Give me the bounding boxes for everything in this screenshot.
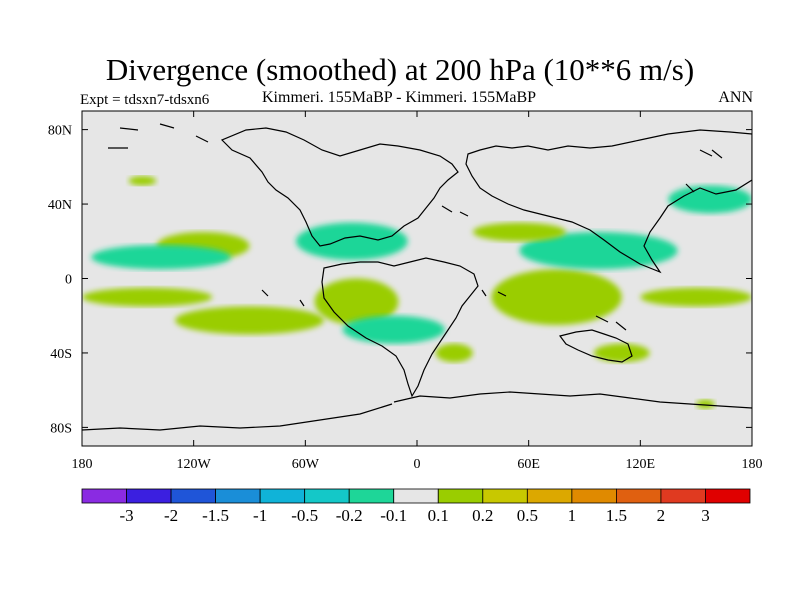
colorbar-swatch — [81, 488, 127, 504]
colorbar-swatch — [348, 488, 395, 504]
colorbar-swatch — [170, 488, 216, 504]
region-4-level-0.2 — [175, 306, 324, 335]
coastline-australia — [558, 329, 633, 363]
experiment-label: Expt = tdsxn7-tdsxn6 — [80, 92, 210, 108]
colorbar-label: -2 — [164, 506, 178, 525]
colorbar-label: -0.5 — [291, 506, 318, 525]
region-0-level-0.2 — [128, 176, 157, 186]
colorbar-label: -1.5 — [202, 506, 229, 525]
colorbar: -3 -2 -1.5 -1 -0.5 -0.2 -0.1 0.1 0.2 0.5 1 1.5 2 3 — [81, 488, 751, 525]
y-tick-label: 40N — [48, 198, 72, 213]
y-tick-label: 0 — [65, 273, 72, 288]
x-tick-label: 60E — [517, 457, 540, 472]
x-tick-label: 60W — [292, 457, 320, 472]
region-12-level-0.2 — [472, 222, 566, 242]
chart-title: Divergence (smoothed) at 200 hPa (10**6 … — [105, 52, 695, 87]
colorbar-label: -3 — [119, 506, 133, 525]
season-label: ANN — [718, 89, 753, 106]
coastline-islands — [108, 123, 723, 331]
region-5-level--0.1 — [296, 222, 408, 260]
colorbar-swatch — [126, 488, 172, 504]
colorbar-swatch — [304, 488, 350, 504]
y-tick-label: 80N — [48, 124, 72, 139]
axes: 180 120W 60W 0 60E 120E 180 80N 40N 0 40S 80S — [48, 111, 763, 472]
colorbar-swatch — [616, 488, 662, 504]
colorbar-label: -0.2 — [336, 506, 363, 525]
colorbar-label: 1 — [568, 506, 577, 525]
region-3-level-0.2 — [82, 287, 213, 307]
region-15-level-0.2 — [696, 399, 715, 409]
x-tick-label: 180 — [72, 457, 93, 472]
region-7-level--0.1 — [342, 315, 445, 344]
colorbar-label: 1.5 — [606, 506, 627, 525]
colorbar-label: -0.1 — [380, 506, 407, 525]
colorbar-swatch — [571, 488, 617, 504]
coastlines — [82, 123, 752, 431]
colorbar-swatch — [393, 488, 439, 504]
colorbar-label: 2 — [657, 506, 666, 525]
coastline-eurasia — [465, 129, 752, 274]
coastline-south-america — [321, 257, 479, 398]
region-10-level-0.2 — [640, 287, 752, 307]
colorbar-swatch — [259, 488, 306, 504]
chart-subtitle: Kimmeri. 155MaBP - Kimmeri. 155MaBP — [262, 89, 537, 106]
colorbar-label: -1 — [253, 506, 267, 525]
colorbar-label: 3 — [701, 506, 710, 525]
y-tick-label: 40S — [50, 347, 72, 362]
region-9-level--0.1 — [519, 231, 678, 270]
colorbar-swatch — [660, 488, 706, 504]
colorbar-label: 0.2 — [472, 506, 493, 525]
coastline-north-america — [220, 127, 459, 247]
y-tick-label: 80S — [50, 421, 72, 436]
x-tick-label: 120W — [177, 457, 212, 472]
x-tick-label: 180 — [742, 457, 763, 472]
colorbar-swatch — [482, 488, 528, 504]
colorbar-swatch — [705, 488, 751, 504]
coastline-antarctica — [82, 391, 752, 431]
region-13-level-0.2 — [435, 343, 473, 363]
plot-background — [82, 111, 752, 446]
colorbar-swatch — [526, 488, 573, 504]
colorbar-swatch — [437, 488, 484, 504]
colorbar-label: 0.1 — [428, 506, 449, 525]
x-tick-label: 120E — [626, 457, 656, 472]
colorbar-label: 0.5 — [517, 506, 538, 525]
region-14-level-0.2 — [593, 343, 650, 363]
region-2-level--0.1 — [91, 245, 231, 270]
x-tick-label: 0 — [414, 457, 421, 472]
region-8-level-0.2 — [491, 269, 622, 326]
shaded-regions — [82, 176, 752, 409]
colorbar-swatch — [215, 488, 261, 504]
region-11-level--0.1 — [668, 185, 752, 214]
